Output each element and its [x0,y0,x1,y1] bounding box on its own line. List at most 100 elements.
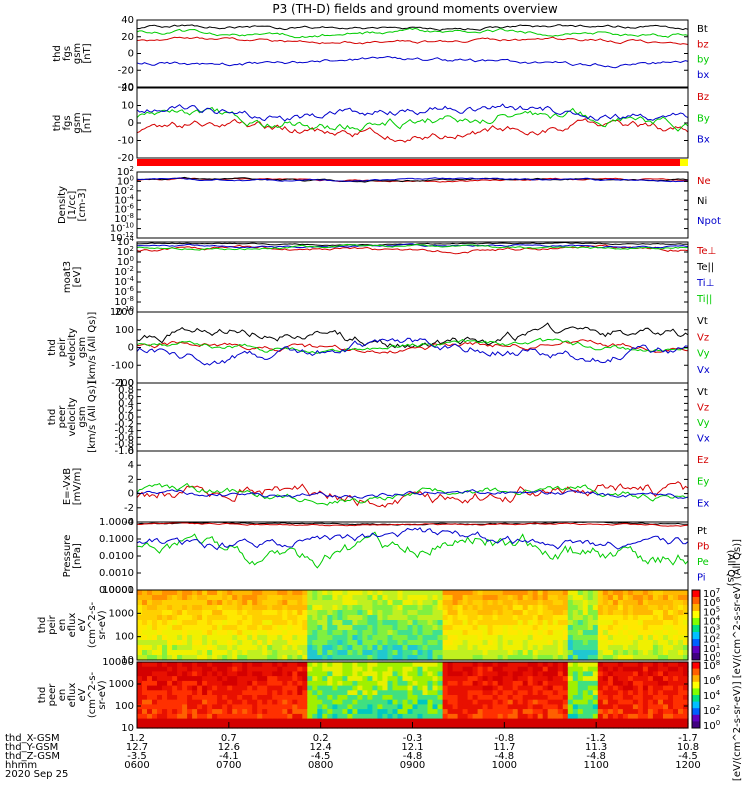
heatmap-cell [432,620,439,626]
heatmap-cell [683,635,689,641]
heatmap-cell [222,610,228,616]
heatmap-cell [192,600,198,606]
heatmap-cell [202,640,208,646]
heatmap-cell [402,620,409,626]
heatmap-cell [652,590,659,596]
heatmap-cell [312,704,318,710]
heatmap-cell [157,713,163,720]
heatmap-cell [582,690,589,696]
heatmap-cell [587,620,594,626]
heatmap-cell [627,635,634,641]
heatmap-cell [322,650,328,656]
heatmap-cell [647,718,654,724]
heatmap-cell [397,671,404,677]
heatmap-cell [272,685,278,691]
heatmap-cell [142,680,148,687]
heatmap-cell [637,635,644,641]
heatmap-cell [197,709,203,715]
heatmap-cell [367,625,373,631]
heatmap-cell [457,695,464,701]
heatmap-cell [357,590,363,596]
heatmap-cell [322,595,328,601]
heatmap-cell [192,709,198,715]
heatmap-cell [617,709,624,715]
heatmap-cell [602,695,609,701]
heatmap-cell [577,635,584,641]
heatmap-cell [527,645,534,651]
heatmap-cell [317,709,323,715]
heatmap-cell [417,610,424,616]
heatmap-cell [537,695,544,701]
heatmap-cell [237,635,243,641]
series-line-Pb [136,521,689,527]
heatmap-cell [282,713,288,720]
colorbar-swatch [692,590,700,598]
heatmap-cell [632,645,639,651]
heatmap-cell [292,709,298,715]
panel-frame [136,19,689,88]
heatmap-cell [272,695,278,701]
heatmap-cell [622,713,629,720]
heatmap-cell [437,620,444,626]
heatmap-cell [547,666,554,672]
heatmap-cell [657,666,664,672]
heatmap-cell [462,635,469,641]
heatmap-cell [412,615,419,621]
heatmap-cell [297,615,303,621]
y-tick-label: 4 [128,460,134,471]
heatmap-cell [142,685,148,691]
heatmap-cell [432,685,439,691]
heatmap-cell [467,590,474,596]
heatmap-cell [602,640,609,646]
heatmap-cell [472,662,479,668]
heatmap-cell [557,718,564,724]
heatmap-cell [197,650,203,656]
heatmap-cell [602,605,609,611]
heatmap-cell [442,713,449,720]
heatmap-cell [517,625,524,631]
heatmap-cell [367,590,373,596]
heatmap-cell [242,620,248,626]
heatmap-cell [332,640,338,646]
heatmap-cell [617,704,624,710]
heatmap-cell [192,590,198,596]
heatmap-cell [477,650,484,656]
heatmap-cell [617,650,624,656]
heatmap-cell [267,704,273,710]
heatmap-cell [417,590,424,596]
heatmap-cell [602,630,609,636]
heatmap-cell [287,666,293,672]
heatmap-cell [137,655,143,661]
heatmap-cell [492,680,499,687]
heatmap-cell [317,595,323,601]
heatmap-cell [347,690,353,696]
heatmap-cell [192,605,198,611]
heatmap-cell [612,615,619,621]
heatmap-cell [592,625,599,631]
heatmap-cell [462,690,469,696]
heatmap-cell [302,640,308,646]
heatmap-cell [217,695,223,701]
heatmap-cell [552,645,559,651]
heatmap-cell [207,635,213,641]
heatmap-cell [673,676,679,682]
heatmap-cell [622,645,629,651]
heatmap-cell [567,645,574,651]
heatmap-cell [482,709,489,715]
heatmap-cell [512,605,519,611]
heatmap-cell [302,635,308,641]
heatmap-cell [512,615,519,621]
heatmap-cell [312,650,318,656]
heatmap-cell [242,605,248,611]
series-line-Ex [136,489,689,499]
heatmap-cell [322,605,328,611]
heatmap-cell [542,595,549,601]
heatmap-cell [397,676,404,682]
heatmap-cell [382,713,388,720]
heatmap-cell [362,695,368,701]
y-tick-label: 1000 [109,608,134,619]
heatmap-cell [557,662,564,668]
heatmap-cell [352,676,358,682]
heatmap-cell [157,671,163,677]
heatmap-cell [612,713,619,720]
